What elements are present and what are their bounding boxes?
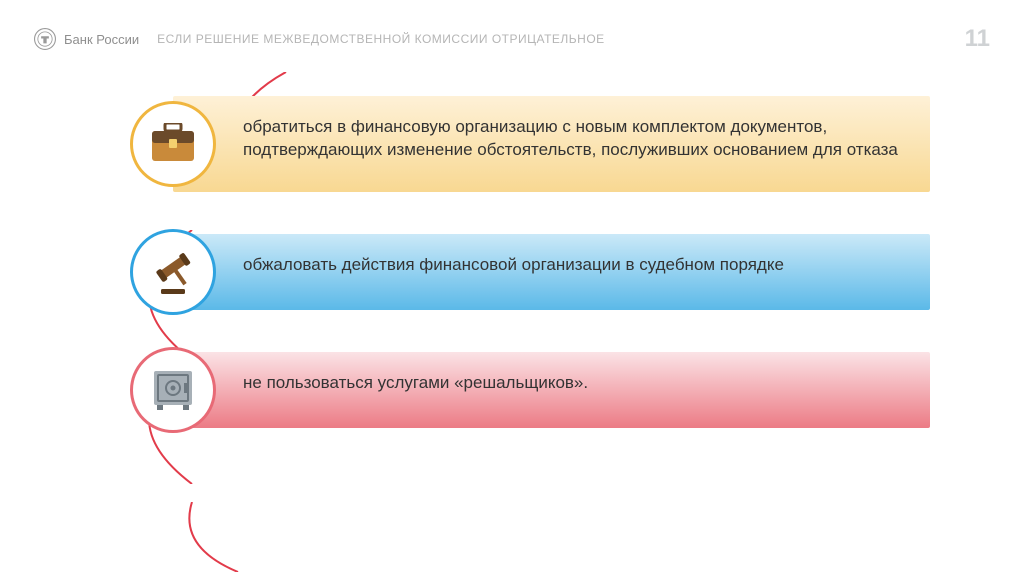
slide-title: ЕСЛИ РЕШЕНИЕ МЕЖВЕДОМСТВЕННОЙ КОМИССИИ О… (157, 32, 605, 46)
safe-icon (151, 368, 195, 412)
connector-line (178, 502, 298, 572)
icon-circle (130, 101, 216, 187)
item-bar: обжаловать действия финансовой организац… (173, 234, 930, 310)
content-area: обратиться в финансовую организацию с но… (130, 96, 930, 470)
bank-name: Банк России (64, 32, 139, 47)
item-bar: обратиться в финансовую организацию с но… (173, 96, 930, 192)
header: Банк России ЕСЛИ РЕШЕНИЕ МЕЖВЕДОМСТВЕННО… (34, 28, 990, 50)
item-text: обжаловать действия финансовой организац… (243, 254, 908, 277)
icon-circle (130, 347, 216, 433)
briefcase-icon (150, 123, 196, 165)
gavel-icon (150, 249, 196, 295)
item-bar: не пользоваться услугами «решальщиков». (173, 352, 930, 428)
list-item: обратиться в финансовую организацию с но… (130, 96, 930, 192)
item-text: не пользоваться услугами «решальщиков». (243, 372, 908, 395)
list-item: не пользоваться услугами «решальщиков». (130, 352, 930, 428)
item-text: обратиться в финансовую организацию с но… (243, 116, 908, 162)
bank-logo-icon (34, 28, 56, 50)
icon-circle (130, 229, 216, 315)
list-item: обжаловать действия финансовой организац… (130, 234, 930, 310)
slide: Банк России ЕСЛИ РЕШЕНИЕ МЕЖВЕДОМСТВЕННО… (0, 0, 1024, 574)
page-number: 11 (965, 25, 990, 53)
